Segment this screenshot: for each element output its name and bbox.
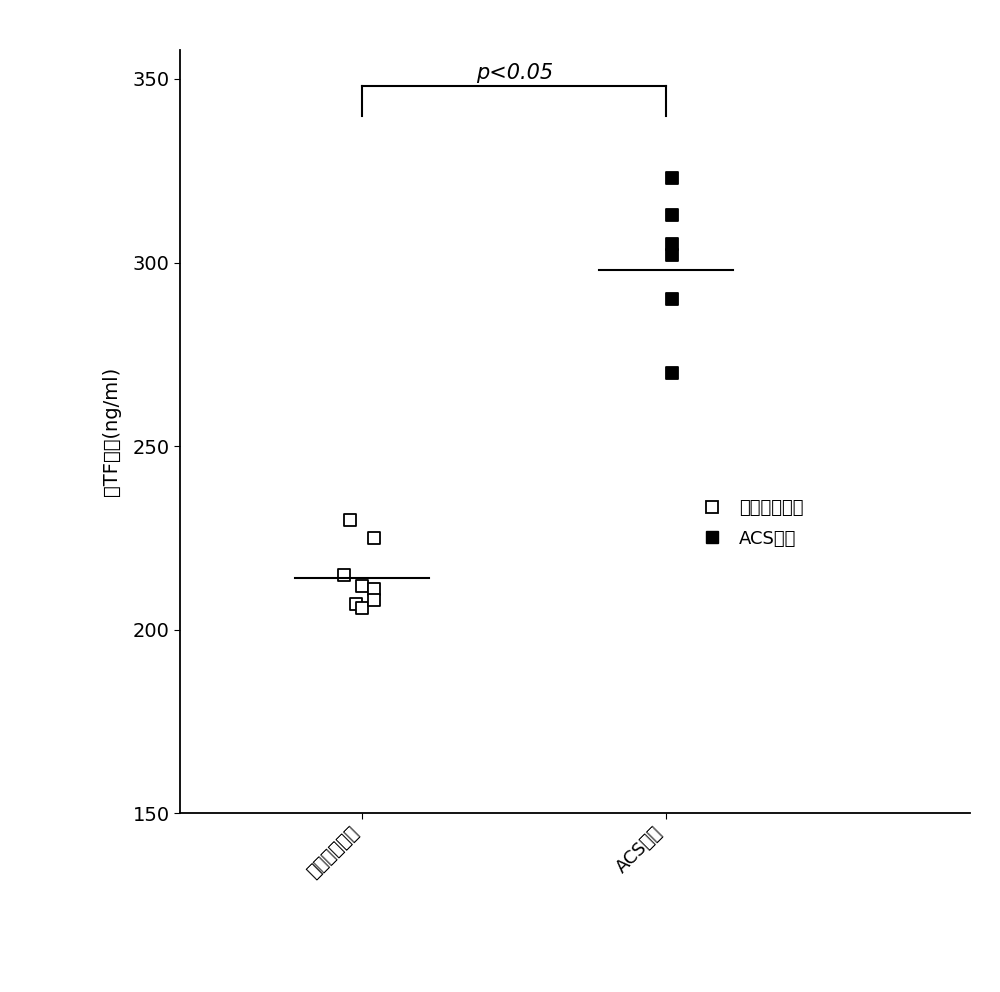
Text: p<0.05: p<0.05 xyxy=(476,62,553,82)
Point xyxy=(664,207,680,223)
Point xyxy=(664,171,680,186)
Point xyxy=(366,581,382,597)
Legend: 正常对照人群, ACS患者: 正常对照人群, ACS患者 xyxy=(687,492,811,555)
Point xyxy=(342,512,358,528)
Point xyxy=(664,247,680,263)
Point xyxy=(664,365,680,381)
Point xyxy=(336,566,352,582)
Point xyxy=(348,596,364,612)
Point xyxy=(664,236,680,252)
Point xyxy=(366,592,382,608)
Point xyxy=(354,600,370,616)
Point xyxy=(664,292,680,308)
Point xyxy=(366,530,382,546)
Point xyxy=(354,577,370,593)
Y-axis label: 血TF浓度(ng/ml): 血TF浓度(ng/ml) xyxy=(102,367,121,496)
